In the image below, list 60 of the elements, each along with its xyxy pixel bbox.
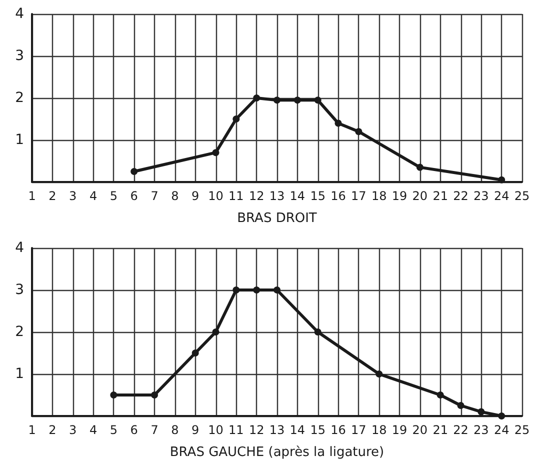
x-tick-label: 2 xyxy=(48,423,56,437)
x-tick-label: 12 xyxy=(248,423,264,437)
x-tick-label: 17 xyxy=(351,423,366,437)
x-tick-label: 23 xyxy=(474,423,489,437)
x-tick-label: 19 xyxy=(392,423,408,437)
x-tick-label: 6 xyxy=(130,189,138,203)
x-tick-label: 9 xyxy=(192,423,200,437)
x-tick-label: 10 xyxy=(208,189,224,203)
y-tick-label: 2 xyxy=(15,324,24,340)
x-tick-label: 12 xyxy=(248,189,264,203)
x-tick-label: 20 xyxy=(412,189,428,203)
y-tick-label: 4 xyxy=(15,6,24,22)
x-tick-label: 2 xyxy=(48,189,56,203)
x-tick-label: 17 xyxy=(351,189,366,203)
x-axis-title: BRAS DROIT xyxy=(237,211,317,226)
x-tick-label: 3 xyxy=(69,423,77,437)
x-tick-label: 24 xyxy=(494,189,510,203)
x-tick-label: 1 xyxy=(28,189,36,203)
x-tick-label: 10 xyxy=(208,423,224,437)
x-tick-label: 19 xyxy=(392,189,408,203)
x-tick-label: 11 xyxy=(228,423,244,437)
x-tick-label: 15 xyxy=(310,423,326,437)
x-tick-label: 13 xyxy=(269,423,285,437)
x-tick-label: 6 xyxy=(130,423,138,437)
x-tick-label: 22 xyxy=(453,423,468,437)
y-tick-label: 3 xyxy=(15,282,24,298)
y-tick-label: 4 xyxy=(15,240,24,256)
x-tick-label: 14 xyxy=(290,189,306,203)
x-tick-label: 22 xyxy=(453,189,468,203)
x-tick-label: 16 xyxy=(330,189,346,203)
x-tick-label: 20 xyxy=(412,423,428,437)
x-tick-label: 13 xyxy=(269,189,285,203)
x-tick-label: 1 xyxy=(28,423,36,437)
y-tick-label: 2 xyxy=(15,90,24,106)
x-tick-label: 7 xyxy=(150,189,158,203)
x-tick-label: 25 xyxy=(514,189,530,203)
x-tick-label: 18 xyxy=(371,189,387,203)
x-tick-label: 8 xyxy=(171,423,179,437)
x-tick-label: 23 xyxy=(474,189,489,203)
x-tick-label: 24 xyxy=(494,423,510,437)
y-tick-label: 3 xyxy=(15,48,24,64)
x-tick-label: 14 xyxy=(290,423,306,437)
x-tick-label: 21 xyxy=(432,189,448,203)
x-tick-label: 18 xyxy=(371,423,387,437)
x-tick-label: 5 xyxy=(110,189,118,203)
x-tick-label: 11 xyxy=(228,189,244,203)
x-tick-label: 4 xyxy=(89,423,98,437)
y-tick-label: 1 xyxy=(15,132,24,148)
x-tick-label: 5 xyxy=(110,423,118,437)
x-tick-label: 15 xyxy=(310,189,326,203)
x-axis-title: BRAS GAUCHE (après la ligature) xyxy=(170,445,384,460)
y-tick-label: 1 xyxy=(15,366,24,382)
x-tick-label: 4 xyxy=(89,189,98,203)
x-tick-label: 9 xyxy=(192,189,200,203)
x-tick-label: 25 xyxy=(514,423,530,437)
x-tick-label: 21 xyxy=(432,423,448,437)
x-tick-label: 16 xyxy=(330,423,346,437)
x-tick-label: 8 xyxy=(171,189,179,203)
x-tick-label: 7 xyxy=(150,423,158,437)
x-tick-label: 3 xyxy=(69,189,77,203)
